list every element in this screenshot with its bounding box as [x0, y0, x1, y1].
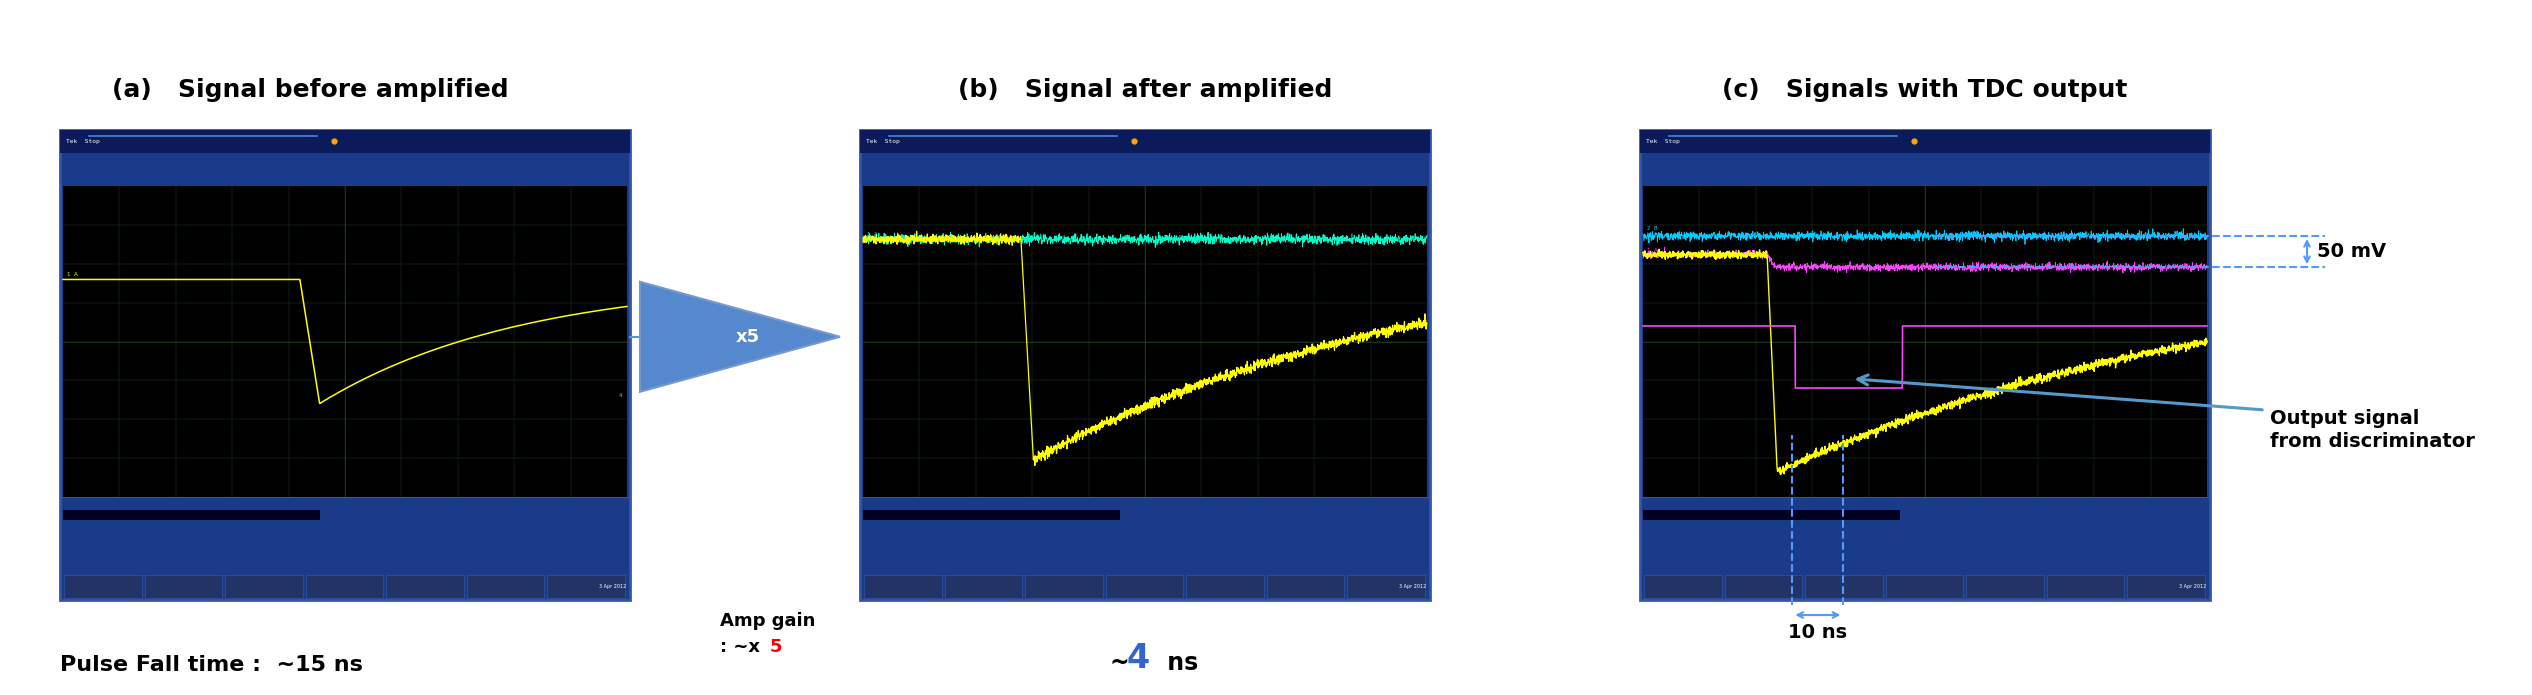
- Bar: [63, 575, 142, 598]
- Bar: [861, 130, 1431, 153]
- Text: 3 Apr 2012: 3 Apr 2012: [598, 584, 625, 589]
- Bar: [863, 186, 1428, 497]
- Text: 50 mV: 50 mV: [2317, 242, 2385, 261]
- Text: ns: ns: [1160, 651, 1198, 675]
- Bar: [861, 130, 1431, 600]
- Text: 4: 4: [618, 393, 623, 398]
- Text: ~: ~: [1109, 651, 1129, 675]
- Bar: [944, 575, 1023, 598]
- Bar: [1643, 575, 1722, 598]
- Text: 3 Apr 2012: 3 Apr 2012: [1398, 584, 1426, 589]
- Bar: [1643, 510, 1899, 521]
- Bar: [1886, 575, 1962, 598]
- Text: x5: x5: [737, 328, 760, 346]
- Text: : ~x: : ~x: [719, 638, 760, 656]
- Polygon shape: [641, 281, 841, 392]
- Bar: [1641, 130, 2210, 153]
- Text: Tek  Stop: Tek Stop: [1646, 139, 1679, 144]
- Text: (a)   Signal before amplified: (a) Signal before amplified: [111, 78, 509, 102]
- Bar: [863, 510, 1119, 521]
- Text: 2  B: 2 B: [1646, 226, 1658, 231]
- Bar: [387, 575, 463, 598]
- Bar: [1347, 575, 1426, 598]
- Text: Pulse Fall time :  ~15 ns: Pulse Fall time : ~15 ns: [61, 655, 362, 675]
- Text: Amp gain: Amp gain: [719, 612, 815, 630]
- Bar: [1266, 575, 1344, 598]
- Bar: [547, 575, 625, 598]
- Bar: [1643, 186, 2208, 497]
- Bar: [2127, 575, 2205, 598]
- Bar: [63, 510, 319, 521]
- Bar: [225, 575, 304, 598]
- Bar: [1724, 575, 1803, 598]
- Text: 1  A: 1 A: [866, 232, 879, 237]
- Bar: [306, 575, 382, 598]
- Text: Output signal
from discriminator: Output signal from discriminator: [2271, 409, 2474, 451]
- Text: 4: 4: [1127, 642, 1150, 675]
- Text: Tek  Stop: Tek Stop: [66, 139, 99, 144]
- Text: 1  A: 1 A: [66, 272, 78, 277]
- Text: 5: 5: [770, 638, 782, 656]
- Bar: [1188, 575, 1263, 598]
- Bar: [1025, 575, 1104, 598]
- Bar: [1967, 575, 2043, 598]
- Text: Tek  Stop: Tek Stop: [866, 139, 899, 144]
- Bar: [466, 575, 544, 598]
- Text: 10 ns: 10 ns: [1788, 623, 1848, 642]
- Bar: [1106, 575, 1182, 598]
- Bar: [61, 130, 630, 600]
- Bar: [1805, 575, 1884, 598]
- Bar: [1641, 130, 2210, 600]
- Text: (c)   Signals with TDC output: (c) Signals with TDC output: [1722, 78, 2127, 102]
- Text: 3 Apr 2012: 3 Apr 2012: [2178, 584, 2205, 589]
- Bar: [63, 186, 628, 497]
- Text: 1  A: 1 A: [1646, 247, 1658, 252]
- Text: (b)   Signal after amplified: (b) Signal after amplified: [957, 78, 1332, 102]
- Bar: [61, 130, 630, 153]
- Bar: [863, 575, 942, 598]
- Bar: [144, 575, 223, 598]
- Bar: [2046, 575, 2124, 598]
